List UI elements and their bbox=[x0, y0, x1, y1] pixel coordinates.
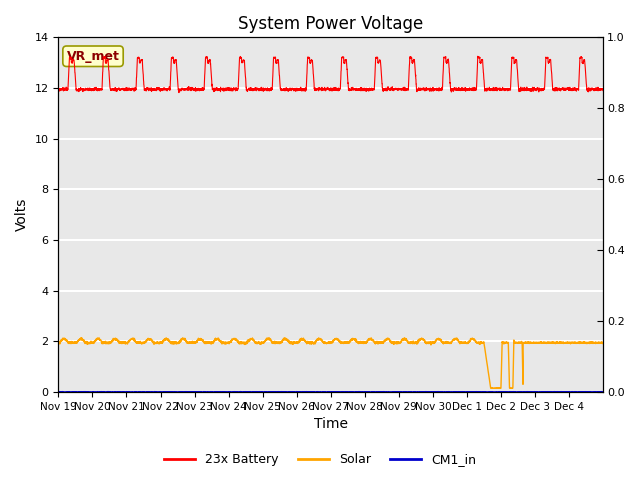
23x Battery bbox=[583, 84, 591, 90]
23x Battery bbox=[599, 88, 607, 94]
Solar bbox=[556, 340, 563, 346]
23x Battery bbox=[54, 86, 62, 92]
23x Battery bbox=[474, 53, 482, 59]
CM1_in bbox=[314, 389, 321, 395]
X-axis label: Time: Time bbox=[314, 418, 348, 432]
CM1_in bbox=[284, 389, 291, 395]
Solar bbox=[77, 335, 85, 341]
Line: 23x Battery: 23x Battery bbox=[58, 56, 603, 93]
Line: Solar: Solar bbox=[58, 338, 603, 388]
CM1_in bbox=[288, 389, 296, 395]
23x Battery bbox=[284, 85, 291, 91]
Y-axis label: Volts: Volts bbox=[15, 198, 29, 231]
Text: VR_met: VR_met bbox=[67, 50, 120, 63]
Solar bbox=[54, 339, 62, 345]
CM1_in bbox=[237, 389, 244, 395]
Solar bbox=[583, 340, 591, 346]
Solar bbox=[314, 336, 321, 342]
Solar bbox=[492, 385, 500, 391]
23x Battery bbox=[451, 86, 458, 92]
CM1_in bbox=[420, 389, 428, 395]
CM1_in bbox=[599, 389, 607, 395]
Solar bbox=[288, 340, 296, 346]
23x Battery bbox=[556, 87, 563, 93]
Solar bbox=[599, 340, 607, 346]
Solar bbox=[451, 336, 458, 342]
Title: System Power Voltage: System Power Voltage bbox=[238, 15, 424, 33]
23x Battery bbox=[314, 86, 321, 92]
CM1_in bbox=[54, 389, 62, 395]
Legend: 23x Battery, Solar, CM1_in: 23x Battery, Solar, CM1_in bbox=[159, 448, 481, 471]
23x Battery bbox=[175, 90, 183, 96]
23x Battery bbox=[288, 86, 296, 92]
Solar bbox=[284, 337, 291, 343]
CM1_in bbox=[556, 389, 563, 395]
CM1_in bbox=[583, 389, 591, 395]
CM1_in bbox=[451, 389, 458, 395]
